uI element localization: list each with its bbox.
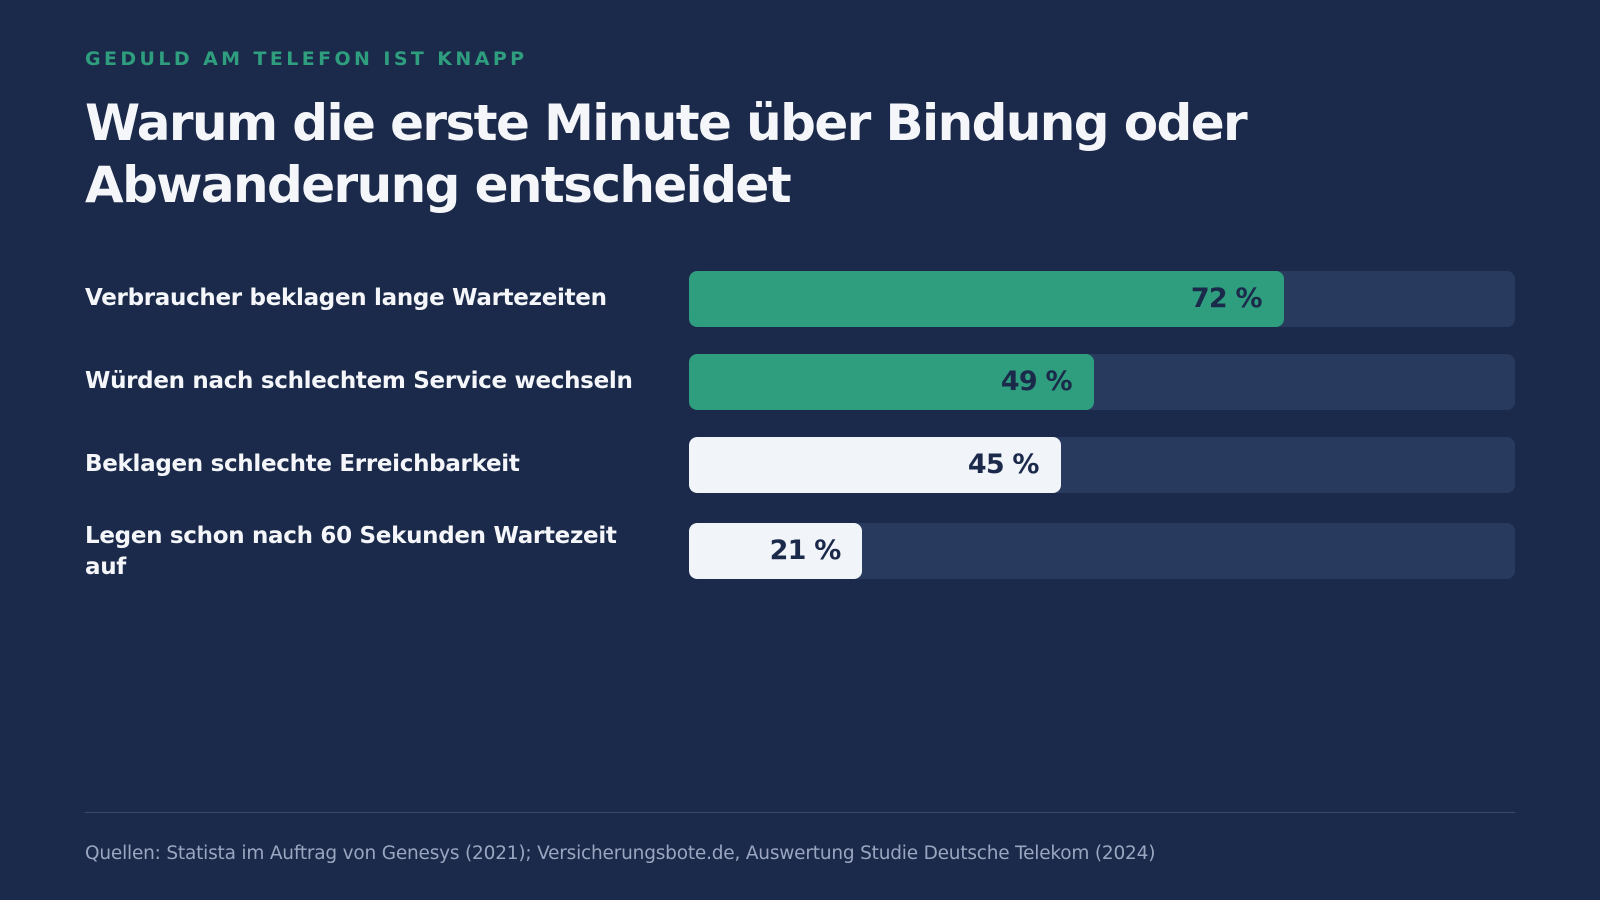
bar-value-label: 21 % bbox=[769, 535, 842, 566]
bar-value-label: 72 % bbox=[1190, 283, 1263, 314]
footer-divider bbox=[85, 812, 1515, 813]
bar-value-label: 45 % bbox=[967, 449, 1040, 480]
bar-label: Verbraucher beklagen lange Wartezeiten bbox=[85, 285, 607, 311]
source-note: Quellen: Statista im Auftrag von Genesys… bbox=[85, 843, 1156, 864]
bar: 49 % bbox=[689, 354, 1094, 410]
bar: 72 % bbox=[689, 271, 1284, 327]
bar-track: 45 % bbox=[689, 437, 1515, 493]
bar-track: 21 % bbox=[689, 523, 1515, 579]
bar-value-label: 49 % bbox=[1000, 366, 1073, 397]
bar-label: Beklagen schlechte Erreichbarkeit bbox=[85, 451, 520, 477]
page-title: Warum die erste Minute über Bindung oder… bbox=[85, 94, 1248, 214]
bar-track: 72 % bbox=[689, 271, 1515, 327]
bar-label: Würden nach schlechtem Service wechseln bbox=[85, 368, 633, 394]
bar: 45 % bbox=[689, 437, 1061, 493]
eyebrow-label: GEDULD AM TELEFON IST KNAPP bbox=[85, 48, 528, 70]
bar-track: 49 % bbox=[689, 354, 1515, 410]
bar: 21 % bbox=[689, 523, 863, 579]
bar-label: Legen schon nach 60 Sekunden Wartezeit a… bbox=[85, 523, 617, 580]
